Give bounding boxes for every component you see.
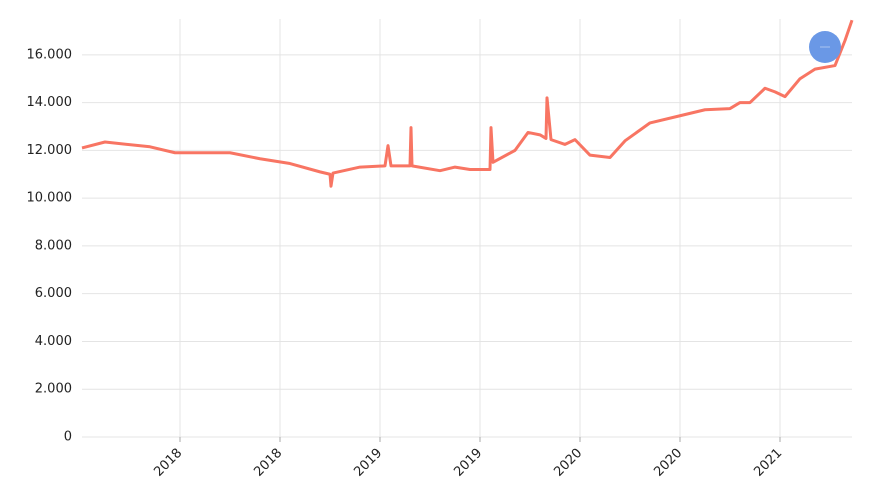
y-tick-label: 12.000	[27, 143, 73, 158]
x-tick-label: 2018	[251, 446, 285, 480]
y-tick-label: 10.000	[27, 191, 73, 206]
x-tick-label: 2021	[751, 446, 785, 480]
y-tick-label: 14.000	[27, 95, 73, 110]
y-tick-label: 6.000	[35, 286, 72, 301]
y-tick-label: 0	[64, 430, 72, 445]
plot: 0 2.000 4.000 6.000 8.000 10.000 12.000 14.000 1…	[27, 19, 854, 480]
line	[81, 19, 854, 188]
y-tick-label: 4.000	[35, 334, 72, 349]
y-tick-label: 8.000	[35, 238, 72, 253]
x-tick-label: 2020	[551, 446, 585, 480]
x-tick-label: 2019	[351, 446, 385, 480]
y-tick-label: 2.000	[35, 382, 72, 397]
x-tick-label: 2020	[651, 446, 685, 480]
y-tick-label: 16.000	[27, 47, 73, 62]
x-tick-label: 2018	[151, 446, 185, 480]
x-tick-label: 2019	[451, 446, 485, 480]
